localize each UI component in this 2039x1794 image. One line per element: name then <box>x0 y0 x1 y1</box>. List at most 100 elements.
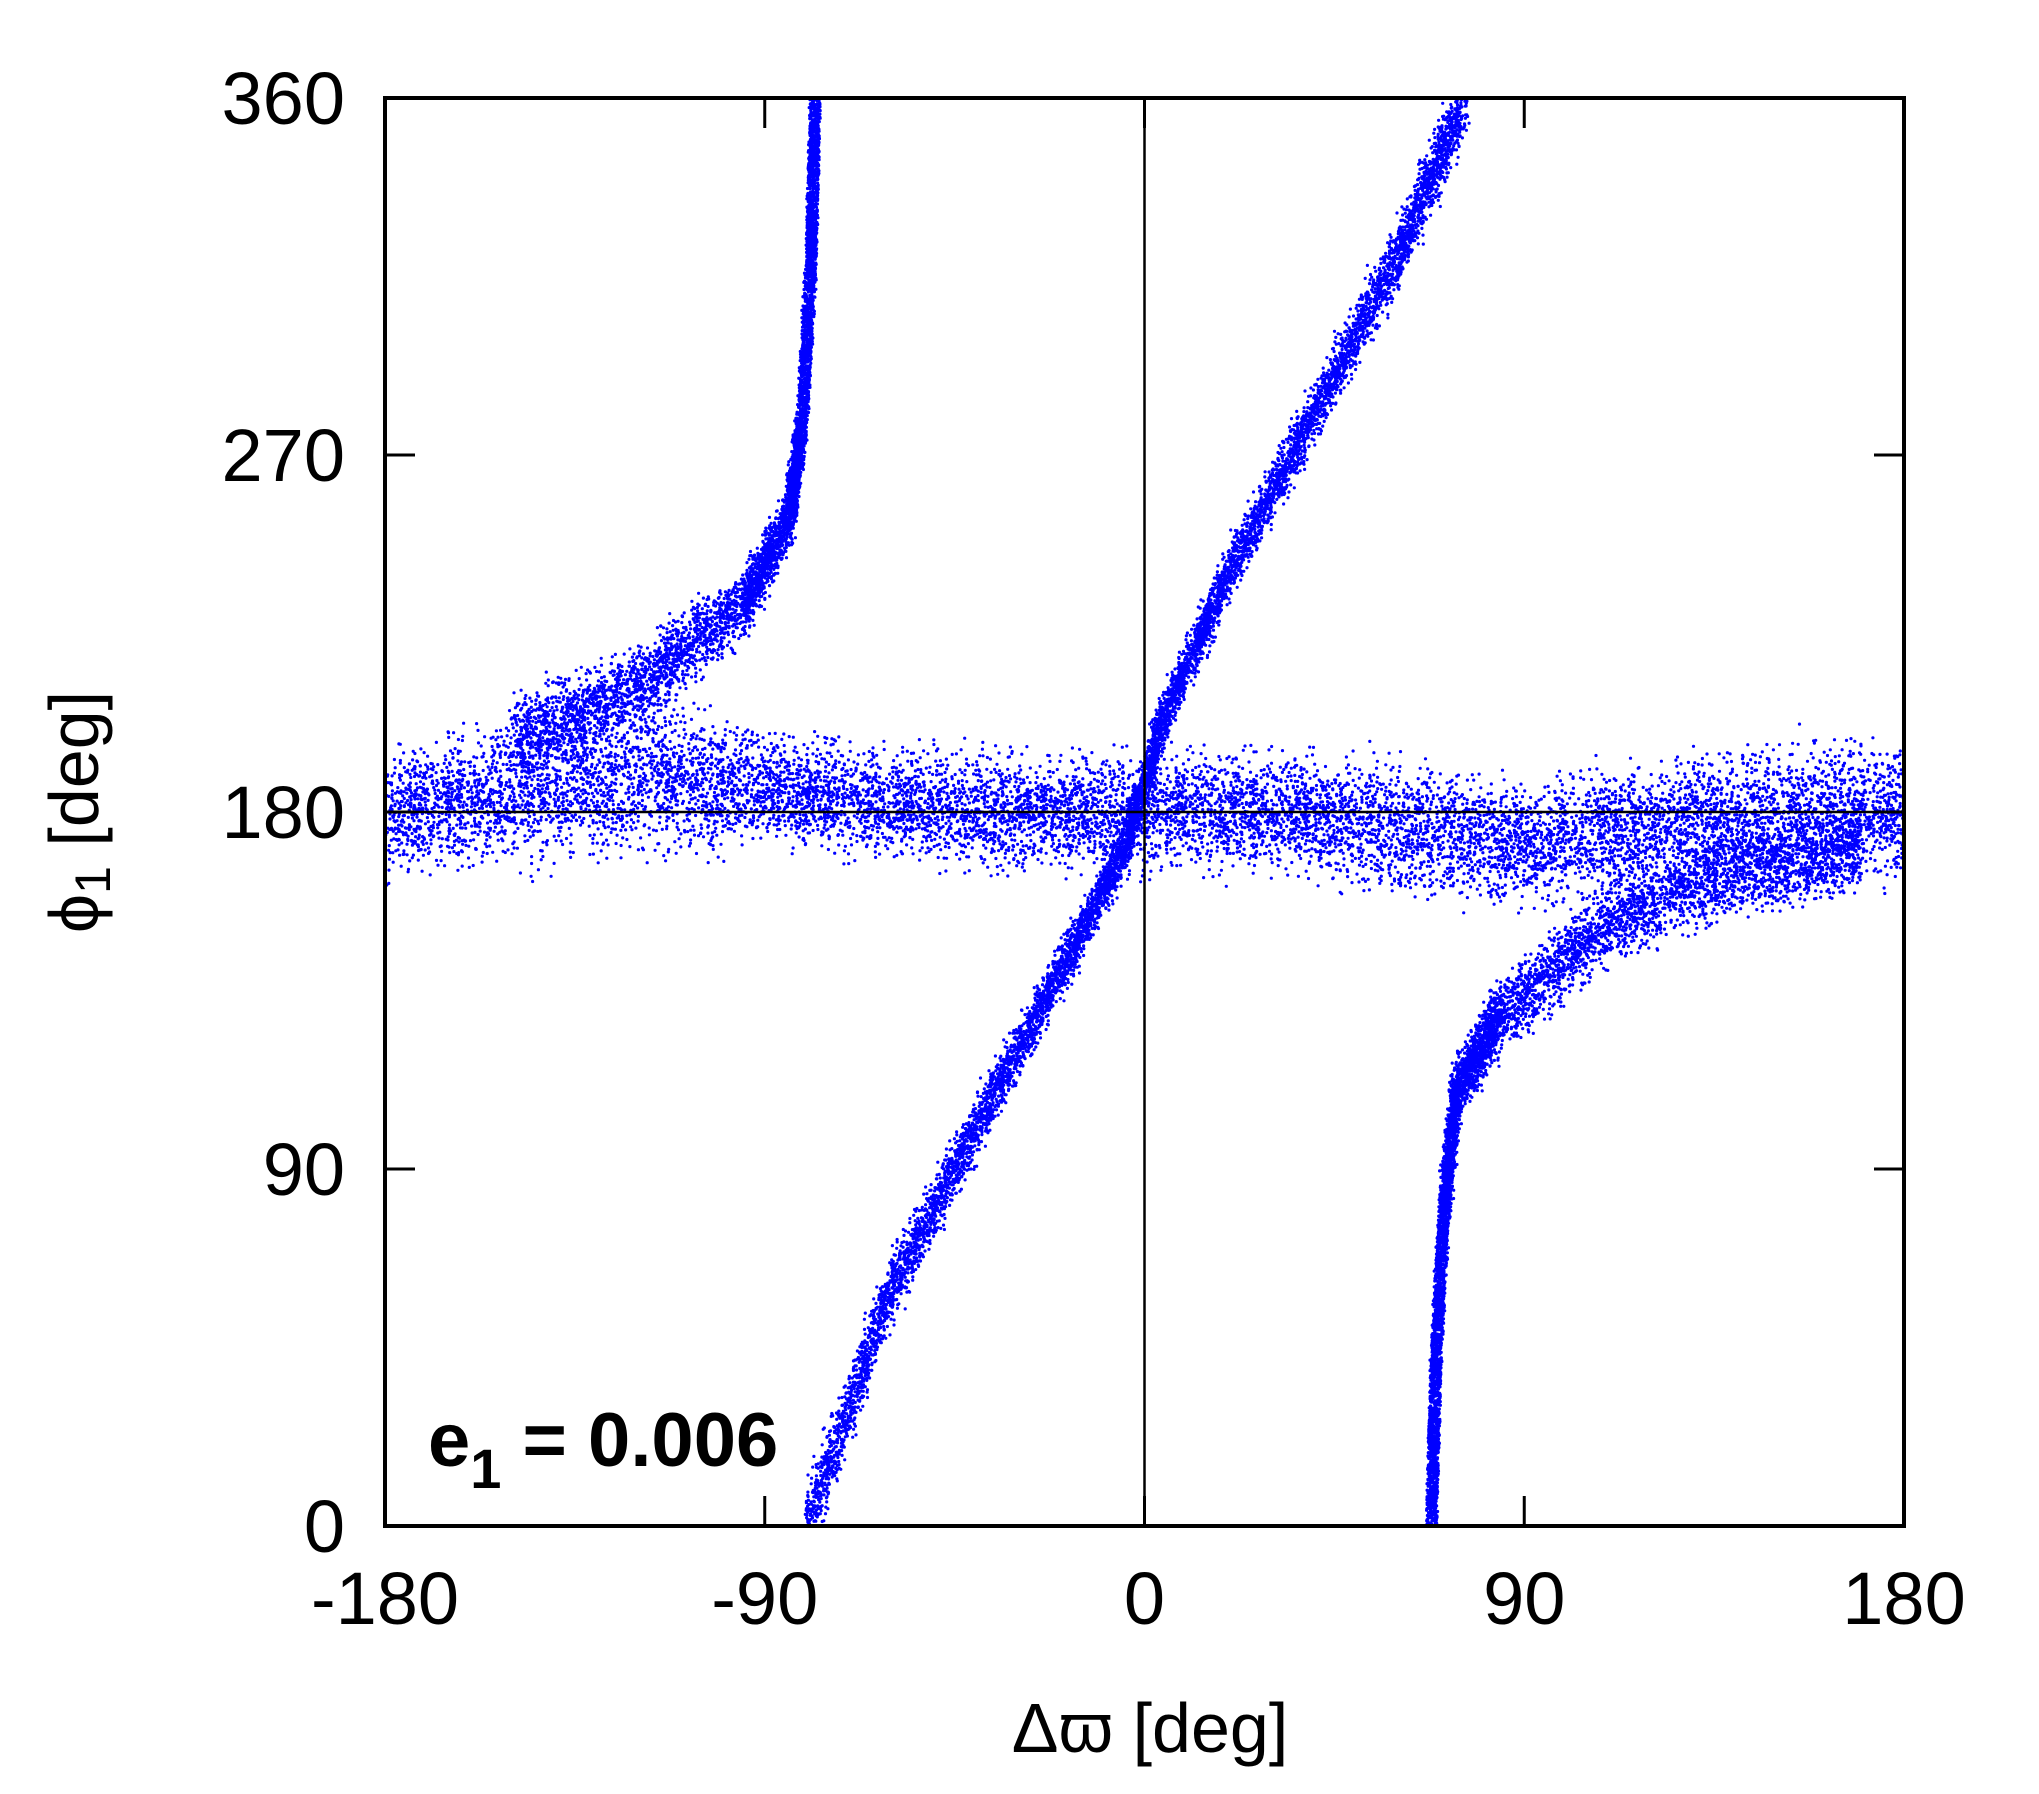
scatter-point <box>398 853 402 857</box>
scatter-point <box>1074 768 1078 772</box>
scatter-point <box>676 764 681 768</box>
scatter-point <box>655 786 659 790</box>
scatter-point <box>609 750 613 755</box>
scatter-point <box>944 821 948 826</box>
scatter-point <box>442 761 446 766</box>
scatter-point <box>769 754 773 758</box>
scatter-point <box>397 837 401 842</box>
scatter-point <box>660 725 664 730</box>
scatter-point <box>981 861 985 865</box>
scatter-point <box>487 802 491 806</box>
scatter-point <box>636 819 640 823</box>
scatter-point <box>833 819 837 823</box>
scatter-point <box>971 763 975 767</box>
scatter-point <box>424 770 428 775</box>
scatter-point <box>706 861 710 865</box>
scatter-point <box>539 762 544 766</box>
scatter-point <box>827 834 831 838</box>
scatter-point <box>657 783 661 787</box>
scatter-point <box>996 872 1000 876</box>
scatter-point <box>999 847 1004 851</box>
scatter-point <box>472 769 476 773</box>
scatter-point <box>639 836 643 840</box>
scatter-point <box>772 772 776 776</box>
scatter-point <box>444 818 448 822</box>
scatter-point <box>775 781 779 785</box>
scatter-point <box>567 826 571 831</box>
scatter-point <box>794 831 798 835</box>
scatter-point <box>668 800 672 804</box>
scatter-point <box>626 770 631 774</box>
scatter-point <box>545 781 549 786</box>
scatter-point <box>972 812 977 817</box>
scatter-point <box>666 798 670 802</box>
scatter-point <box>849 786 853 791</box>
scatter-point <box>922 749 926 753</box>
scatter-point <box>654 743 658 747</box>
scatter-point <box>625 820 629 824</box>
scatter-point <box>986 865 990 869</box>
scatter-point <box>861 777 865 781</box>
scatter-point <box>556 826 561 830</box>
scatter-point <box>982 843 986 847</box>
scatter-point <box>528 814 532 819</box>
scatter-point <box>808 802 812 806</box>
scatter-point <box>721 824 725 828</box>
scatter-point <box>653 769 657 773</box>
scatter-point <box>460 795 464 799</box>
scatter-point <box>782 732 786 736</box>
scatter-point <box>822 775 827 779</box>
scatter-point <box>1010 815 1014 819</box>
scatter-point <box>640 756 645 760</box>
scatter-point <box>417 836 421 840</box>
scatter-point <box>910 806 914 810</box>
scatter-point <box>470 791 474 795</box>
scatter-point <box>925 815 930 819</box>
scatter-point <box>387 844 391 848</box>
scatter-point <box>507 797 511 801</box>
scatter-point <box>603 794 607 798</box>
scatter-point <box>830 790 834 794</box>
scatter-point <box>1060 818 1064 822</box>
scatter-point <box>690 780 694 784</box>
scatter-point <box>495 859 499 863</box>
scatter-point <box>993 839 997 844</box>
scatter-point <box>576 800 580 804</box>
scatter-point <box>397 806 401 811</box>
scatter-point <box>702 753 706 757</box>
scatter-point <box>902 821 906 826</box>
scatter-point <box>937 829 941 833</box>
scatter-point <box>953 839 957 843</box>
scatter-point <box>1010 795 1014 799</box>
scatter-point <box>954 752 959 756</box>
scatter-point <box>610 793 615 797</box>
scatter-point <box>419 747 423 751</box>
scatter-point <box>642 771 646 776</box>
scatter-point <box>903 827 907 831</box>
scatter-point <box>703 817 707 821</box>
scatter-point <box>402 751 406 755</box>
scatter-point <box>653 848 657 852</box>
scatter-point <box>947 819 951 823</box>
scatter-point <box>398 761 402 765</box>
scatter-point <box>708 743 712 747</box>
scatter-point <box>689 787 693 792</box>
scatter-point <box>885 783 890 787</box>
scatter-point <box>505 801 509 806</box>
scatter-point <box>814 760 818 764</box>
scatter-point <box>656 724 661 729</box>
scatter-point <box>616 806 620 810</box>
scatter-point <box>710 831 714 835</box>
scatter-point <box>675 821 679 825</box>
scatter-point <box>472 755 476 759</box>
scatter-point <box>460 783 464 787</box>
scatter-point <box>580 759 585 764</box>
scatter-point <box>1108 799 1112 804</box>
scatter-point <box>856 801 860 805</box>
scatter-point <box>1101 804 1105 809</box>
scatter-point <box>702 728 706 732</box>
scatter-point <box>630 782 634 786</box>
scatter-point <box>960 802 964 806</box>
scatter-point <box>741 733 745 737</box>
scatter-point <box>473 780 477 785</box>
